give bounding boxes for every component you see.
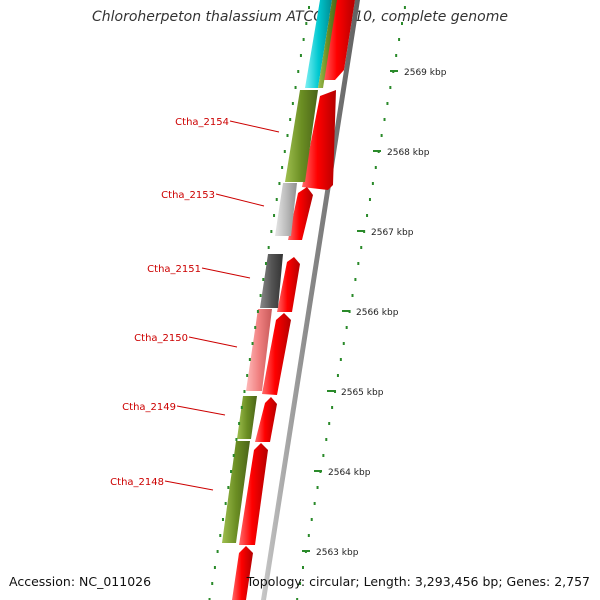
gene-ctha-2151 <box>260 254 283 308</box>
inner-tick-track <box>208 6 310 600</box>
gene-label-ctha-2151: Ctha_2151 <box>147 264 251 279</box>
gene-label-ctha-2153: Ctha_2153 <box>161 190 265 207</box>
forward-gene <box>302 90 336 190</box>
gene-label-ctha-2149: Ctha_2149 <box>122 402 226 416</box>
forward-gene <box>277 257 300 312</box>
kbp-label: 2567 kbp <box>371 228 414 238</box>
scale-dots <box>296 6 406 600</box>
kbp-tick-2565: 2565 kbp <box>327 388 384 398</box>
gene-label-ctha-2150: Ctha_2150 <box>134 333 238 348</box>
topology-summary: Topology: circular; Length: 3,293,456 bp… <box>246 574 590 589</box>
kbp-scale: 2569 kbp 2568 kbp 2567 kbp 2566 kbp 2565… <box>302 68 447 558</box>
forward-gene <box>322 0 355 80</box>
gene-label-text: Ctha_2148 <box>110 477 164 488</box>
gene-label-text: Ctha_2149 <box>122 402 176 413</box>
gene-label-ctha-2148: Ctha_2148 <box>110 477 214 491</box>
kbp-label: 2566 kbp <box>356 308 399 318</box>
gene-ctha-2154 <box>285 90 318 182</box>
kbp-label: 2568 kbp <box>387 148 430 158</box>
gene-labels: Ctha_2154 Ctha_2153 Ctha_2151 Ctha_2150 … <box>110 117 280 491</box>
kbp-tick-2568: 2568 kbp <box>373 148 430 158</box>
kbp-tick-2564: 2564 kbp <box>314 468 371 478</box>
kbp-label: 2565 kbp <box>341 388 384 398</box>
gene-ctha-2153 <box>275 183 297 236</box>
gene-olive-top <box>318 0 337 88</box>
gene-ctha-2149 <box>237 396 257 439</box>
gene-label-text: Ctha_2153 <box>161 190 215 201</box>
gene-ctha-2150 <box>246 309 272 391</box>
forward-gene <box>255 397 277 442</box>
reverse-strand-genes <box>222 0 337 543</box>
kbp-tick-2569: 2569 kbp <box>390 68 447 78</box>
page-title: Chloroherpeton thalassium ATCC 35110, co… <box>92 9 508 25</box>
kbp-label: 2564 kbp <box>328 468 371 478</box>
forward-gene <box>232 546 253 600</box>
kbp-tick-2567: 2567 kbp <box>357 228 414 238</box>
gene-label-text: Ctha_2150 <box>134 333 188 344</box>
forward-strand-genes <box>232 0 355 600</box>
genome-backbone <box>261 0 360 600</box>
gene-label-text: Ctha_2154 <box>175 117 229 128</box>
forward-gene <box>288 187 313 240</box>
forward-gene <box>239 443 268 545</box>
accession-text: Accession: NC_011026 <box>9 574 152 589</box>
gene-cyan <box>305 0 332 88</box>
forward-gene <box>262 313 291 395</box>
kbp-label: 2563 kbp <box>316 548 359 558</box>
gene-label-text: Ctha_2151 <box>147 264 201 275</box>
kbp-tick-2563: 2563 kbp <box>302 548 359 558</box>
kbp-tick-2566: 2566 kbp <box>342 308 399 318</box>
gene-ctha-2148 <box>222 441 250 543</box>
kbp-label: 2569 kbp <box>404 68 447 78</box>
gene-label-ctha-2154: Ctha_2154 <box>175 117 280 133</box>
